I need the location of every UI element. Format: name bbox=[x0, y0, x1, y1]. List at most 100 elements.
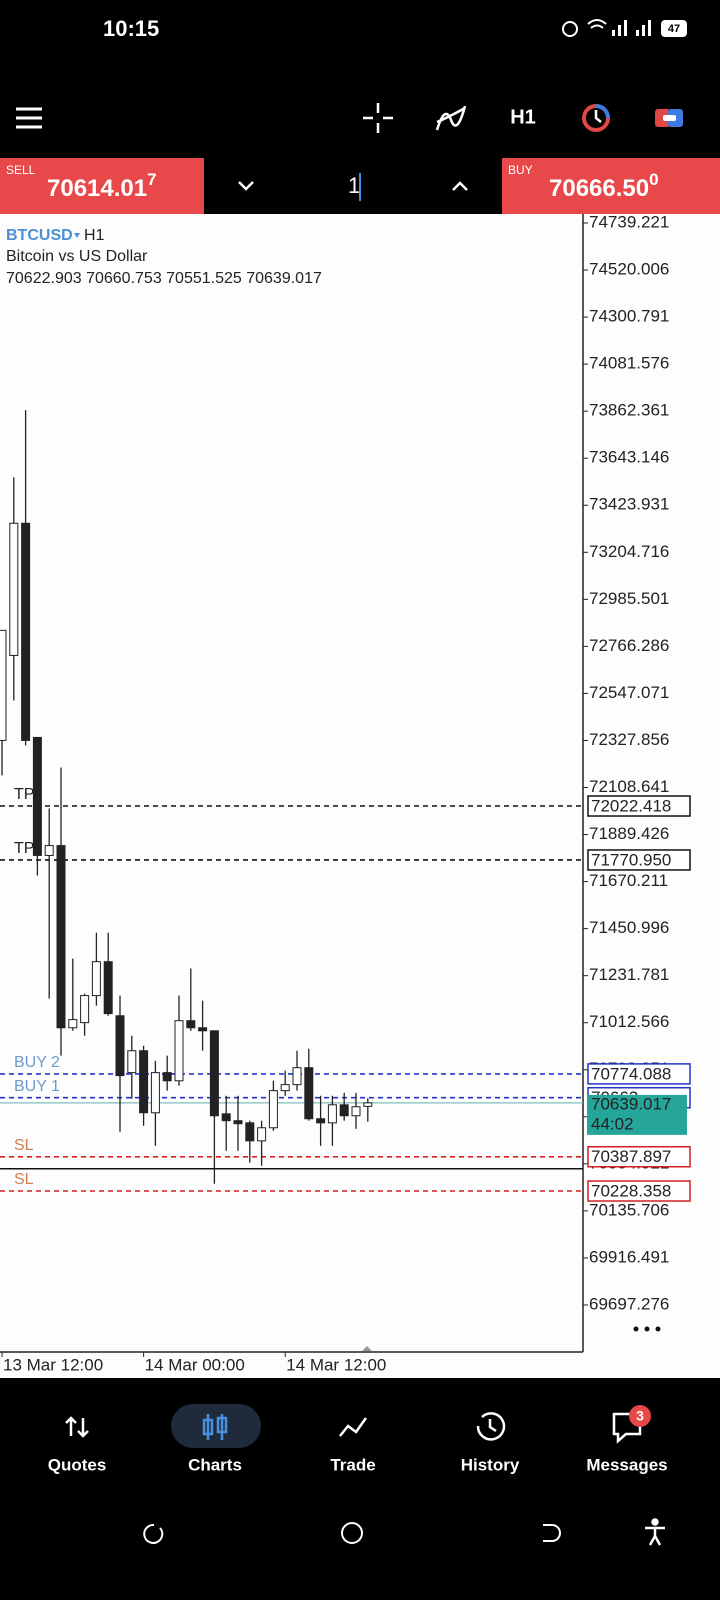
y-tick-label: 69697.276 bbox=[589, 1294, 669, 1313]
y-tick-label: 72985.501 bbox=[589, 589, 669, 608]
candle-body bbox=[351, 1106, 361, 1117]
candle-body bbox=[44, 845, 54, 856]
trade-button[interactable] bbox=[655, 109, 683, 127]
candle-body bbox=[139, 1050, 149, 1114]
battery-level: 47 bbox=[668, 23, 680, 35]
crosshair-button[interactable] bbox=[363, 103, 393, 133]
level-label: TP bbox=[14, 840, 34, 857]
nav-tab-label[interactable]: Quotes bbox=[48, 1455, 107, 1474]
candle-body bbox=[316, 1118, 326, 1124]
y-tick-label: 70135.706 bbox=[589, 1200, 669, 1219]
sell-price-digit: 7 bbox=[147, 170, 156, 189]
sell-price-main: 70614.01 bbox=[47, 175, 147, 202]
candle-body bbox=[245, 1122, 255, 1142]
y-tick-label: 69916.491 bbox=[589, 1247, 669, 1266]
candle-body bbox=[363, 1102, 373, 1107]
trade-icon bbox=[339, 1417, 368, 1437]
level-price-box bbox=[587, 1063, 691, 1085]
y-tick-label: 71231.781 bbox=[589, 965, 669, 984]
level-label: TP bbox=[14, 786, 34, 803]
y-tick-label: 71670.211 bbox=[589, 871, 668, 890]
x-tick-label: 14 Mar 00:00 bbox=[145, 1355, 245, 1374]
y-tick-label: 74739.221 bbox=[589, 212, 669, 231]
menu-button[interactable] bbox=[16, 107, 42, 129]
home-button[interactable] bbox=[341, 1522, 363, 1544]
y-tick-label: 71012.566 bbox=[589, 1012, 669, 1031]
active-tab-pill bbox=[171, 1404, 261, 1448]
nav-tab-label[interactable]: Trade bbox=[330, 1455, 375, 1474]
level-price-box bbox=[587, 1146, 691, 1168]
level-label: BUY 1 bbox=[14, 1078, 60, 1095]
history-icon bbox=[476, 1412, 506, 1441]
ohlc-values: 70622.903 70660.753 70551.525 70639.017 bbox=[6, 270, 322, 287]
volume-input[interactable]: 1 bbox=[348, 173, 360, 198]
symbol-dropdown[interactable] bbox=[74, 233, 80, 238]
level-price-box bbox=[587, 1180, 691, 1202]
candle-body bbox=[80, 995, 90, 1024]
buy-price-digit: 0 bbox=[649, 170, 658, 189]
candle-body bbox=[56, 845, 66, 1029]
clock: 10:15 bbox=[103, 16, 159, 41]
more-button[interactable] bbox=[633, 1326, 661, 1332]
chart-timeframe: H1 bbox=[84, 227, 105, 244]
y-tick-label: 72327.856 bbox=[589, 730, 669, 749]
candle-body bbox=[186, 1020, 196, 1029]
nav-tab-label[interactable]: Messages bbox=[586, 1455, 667, 1474]
recents-button[interactable] bbox=[143, 1523, 164, 1544]
y-tick-label: 73643.146 bbox=[589, 448, 669, 467]
y-tick-label: 72108.641 bbox=[589, 777, 669, 796]
level-price: 70387.897 bbox=[591, 1147, 671, 1166]
y-tick-label: 73423.931 bbox=[589, 495, 669, 514]
symbol-description: Bitcoin vs US Dollar bbox=[6, 248, 148, 265]
level-label: SL bbox=[14, 1137, 34, 1154]
status-icons bbox=[562, 19, 687, 37]
y-tick-label: 74520.006 bbox=[589, 260, 669, 279]
volume-up[interactable] bbox=[452, 181, 468, 191]
volume-down[interactable] bbox=[238, 181, 254, 191]
candle-body bbox=[339, 1104, 349, 1117]
candle-body bbox=[32, 736, 42, 856]
symbol[interactable]: BTCUSD bbox=[6, 227, 73, 244]
back-button[interactable] bbox=[543, 1524, 561, 1542]
level-price: 70228.358 bbox=[591, 1181, 671, 1200]
candle-body bbox=[91, 961, 101, 997]
buy-price-main: 70666.50 bbox=[549, 175, 649, 202]
buy-price: 70666.500 bbox=[549, 170, 659, 202]
candle-timer: 44:02 bbox=[591, 1114, 634, 1133]
y-tick-label: 74300.791 bbox=[589, 307, 669, 326]
current-price: 70639.017 bbox=[591, 1094, 671, 1113]
level-price-box bbox=[587, 849, 691, 871]
quotes-icon bbox=[65, 1416, 89, 1438]
badge bbox=[629, 1405, 651, 1427]
nav-tab-label[interactable]: History bbox=[461, 1455, 520, 1474]
accessibility-button[interactable] bbox=[645, 1518, 665, 1546]
candle-body bbox=[115, 1015, 125, 1077]
indicators-button[interactable] bbox=[435, 105, 467, 131]
scroll-handle[interactable] bbox=[362, 1346, 372, 1351]
level-price: 72022.418 bbox=[591, 796, 671, 815]
candle-body bbox=[304, 1067, 314, 1120]
objects-button[interactable] bbox=[582, 104, 610, 132]
candle-body bbox=[174, 1020, 184, 1082]
y-tick-label: 71889.426 bbox=[589, 824, 669, 843]
timeframe-button[interactable]: H1 bbox=[510, 106, 536, 128]
nav-tab-label[interactable]: Charts bbox=[188, 1455, 242, 1474]
candle-body bbox=[9, 522, 19, 656]
sell-price: 70614.017 bbox=[47, 170, 157, 202]
candle-body bbox=[127, 1050, 137, 1074]
level-price: 71770.950 bbox=[591, 850, 671, 869]
sell-button[interactable] bbox=[0, 158, 204, 214]
y-tick-label: 73204.716 bbox=[589, 542, 669, 561]
level-label: SL bbox=[14, 1171, 34, 1188]
candle-body bbox=[0, 629, 7, 741]
y-tick-label: 71450.996 bbox=[589, 918, 669, 937]
level-price-box bbox=[587, 795, 691, 817]
buy-label: BUY bbox=[508, 163, 533, 177]
candle-body bbox=[280, 1084, 290, 1092]
level-label: BUY 2 bbox=[14, 1054, 60, 1071]
buy-button[interactable] bbox=[502, 158, 720, 214]
candle-body bbox=[209, 1030, 219, 1117]
x-tick-label: 14 Mar 12:00 bbox=[286, 1355, 386, 1374]
y-tick-label: 72766.286 bbox=[589, 636, 669, 655]
